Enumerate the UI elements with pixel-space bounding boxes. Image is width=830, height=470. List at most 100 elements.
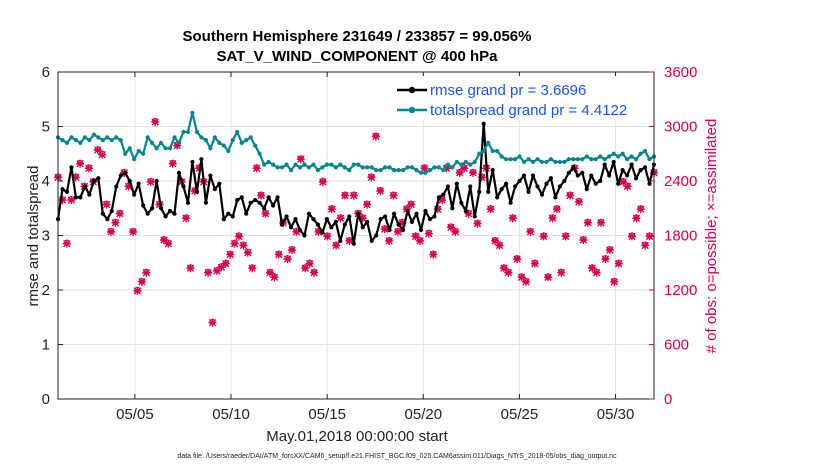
obs-assimilated-point [464,209,473,218]
obs-assimilated-point [455,168,464,177]
obs-assimilated-point [58,196,67,205]
obs-assimilated-point [217,263,226,272]
rmse-point [391,211,397,216]
totalspread-point [642,148,648,154]
obs-assimilated-point [204,268,213,277]
rmse-point [553,195,558,200]
totalspread-point [445,162,450,167]
rmse-point [158,206,164,211]
obs-assimilated-point [261,209,270,218]
rmse-point [436,195,442,200]
obs-assimilated-point [429,250,438,259]
totalspread-point [566,157,571,162]
totalspread-point [584,154,589,159]
obs-assimilated-point [292,227,301,236]
totalspread-point [521,159,527,165]
rmse-point [468,184,473,189]
obs-assimilated-point [517,273,526,282]
totalspread-point [172,135,177,140]
totalspread-point [82,135,87,140]
rmse-point [248,200,253,205]
rmse-point [566,170,571,175]
obs-assimilated-point [627,232,636,241]
obs-assimilated-point [552,205,561,214]
obs-assimilated-point [151,117,160,126]
obs-assimilated-point [473,219,482,228]
obs-assimilated-point [398,218,407,227]
rmse-point [638,168,643,173]
obs-assimilated-point [332,241,341,250]
totalspread-point [548,157,554,162]
rmse-point [602,162,607,167]
rmse-point [78,195,83,200]
obs-assimilated-point [530,259,539,268]
rmse-point [369,238,374,244]
rmse-point [221,217,226,222]
obs-assimilated-point [168,159,177,168]
totalspread-point [490,148,495,154]
rmse-point [387,227,392,233]
rmse-point [297,227,303,233]
totalspread-point [185,129,191,135]
totalspread-point [145,135,150,140]
totalspread-point [141,151,146,156]
totalspread-point [69,135,74,140]
obs-assimilated-point [460,164,469,173]
obs-assimilated-point [102,200,111,209]
chart-subtitle: SAT_V_WIND_COMPONENT @ 400 hPa [216,48,498,65]
obs-assimilated-point [433,205,442,214]
obs-assimilated-point [111,218,120,227]
rmse-point [481,121,486,126]
obs-assimilated-point [62,239,71,248]
obs-assimilated-point [327,205,336,214]
rmse-point [526,189,531,194]
rmse-point [96,176,101,181]
obs-assimilated-point [296,155,305,164]
obs-assimilated-point [235,232,244,241]
obs-assimilated-point [239,241,248,250]
obs-assimilated-point [526,227,535,236]
obs-assimilated-point [71,173,80,182]
obs-assimilated-point [491,236,500,245]
totalspread-point [468,162,473,167]
obs-assimilated-point [548,214,557,223]
obs-assimilated-point [499,264,508,273]
obs-assimilated-point [257,191,266,200]
totalspread-point [638,151,643,156]
totalspread-point [477,151,482,156]
totalspread-point [405,165,410,170]
y-tick-label: 6 [42,64,50,81]
rmse-point [194,189,200,194]
obs-assimilated-point [588,264,597,273]
totalspread-point [450,165,455,170]
rmse-point [235,197,240,203]
rmse-point [167,208,173,214]
totalspread-point [279,165,285,170]
y-right-tick-label: 600 [664,337,689,354]
totalspread-point [311,162,316,167]
obs-assimilated-point [539,232,548,241]
rmse-point [293,217,298,222]
obs-assimilated-point [393,227,402,236]
obs-assimilated-point [451,227,460,236]
obs-assimilated-point [605,246,614,255]
totalspread-point [221,143,226,148]
rmse-point [244,211,249,216]
totalspread-point [297,165,303,170]
totalspread-point [275,165,280,170]
totalspread-point [598,154,603,159]
rmse-point [311,217,316,222]
rmse-point [625,173,630,178]
rmse-point [329,225,334,230]
rmse-point [589,173,594,178]
rmse-point [472,214,477,219]
totalspread-point [459,162,464,167]
rmse-point [432,214,437,219]
totalspread-point [266,159,271,165]
obs-assimilated-point [371,132,380,141]
rmse-point [539,192,545,197]
rmse-point [109,208,114,214]
totalspread-point [391,168,397,173]
obs-assimilated-point [442,164,451,173]
